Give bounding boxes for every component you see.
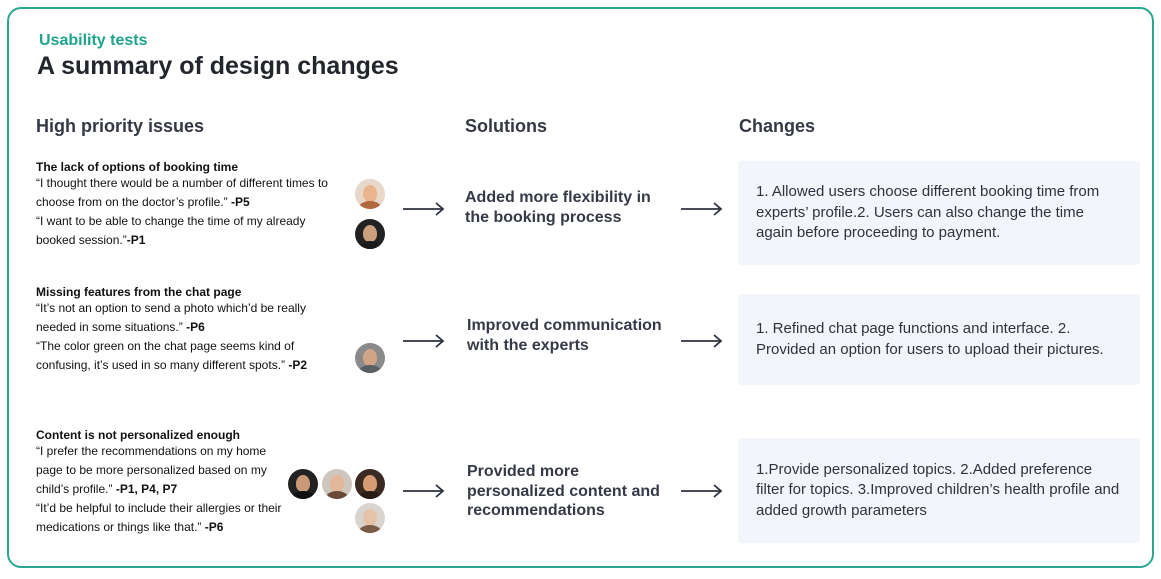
arrow-right-icon <box>403 484 445 498</box>
participant-avatar <box>355 179 385 209</box>
change-text: 1. Refined chat page functions and inter… <box>756 320 1104 358</box>
solution-text: Provided more personalized content and r… <box>467 463 660 519</box>
issue-quote: “I thought there would be a number of di… <box>36 176 328 209</box>
issue-quote: “I want to be able to change the time of… <box>36 214 306 247</box>
arrow-right-icon <box>403 202 445 216</box>
issue-title: Content is not personalized enough <box>36 428 240 442</box>
issue-block-2: Missing features from the chat page “It’… <box>36 285 336 375</box>
issue-block-1: The lack of options of booking time “I t… <box>36 160 336 250</box>
participant-avatar <box>355 343 385 373</box>
column-header-issues: High priority issues <box>36 116 205 136</box>
issue-quote: “The color green on the chat page seems … <box>36 339 308 372</box>
issue-title: The lack of options of booking time <box>36 160 239 174</box>
issue-quote: “I prefer the recommendations on my home… <box>36 444 267 496</box>
issue-quote: “It’s not an option to send a photo whic… <box>36 301 306 334</box>
arrow-right-icon <box>681 202 723 216</box>
card-frame <box>7 7 1154 568</box>
page-title: A summary of design changes <box>37 52 399 80</box>
change-text: 1. Allowed users choose different bookin… <box>756 183 1100 242</box>
issue-title: Missing features from the chat page <box>36 285 242 299</box>
change-text: 1.Provide personalized topics. 2.Added p… <box>756 460 1120 519</box>
participant-avatar <box>355 469 385 499</box>
participant-avatar <box>355 503 385 533</box>
participant-avatar <box>355 219 385 249</box>
change-card: 1.Provide personalized topics. 2.Added p… <box>738 438 1140 543</box>
solution-text: Improved communication with the experts <box>467 317 662 354</box>
eyebrow-label: Usability tests <box>39 32 148 49</box>
column-header-changes: Changes <box>739 116 816 136</box>
arrow-right-icon <box>681 334 723 348</box>
arrow-right-icon <box>403 334 445 348</box>
column-header-solutions: Solutions <box>465 116 547 136</box>
issue-block-3: Content is not personalized enough “I pr… <box>36 428 286 537</box>
change-card: 1. Refined chat page functions and inter… <box>738 294 1140 385</box>
participant-avatar <box>288 469 318 499</box>
solution-text: Added more flexibility in the booking pr… <box>465 189 651 226</box>
issue-quote: “It’d be helpful to include their allerg… <box>36 501 282 534</box>
participant-avatar <box>322 469 352 499</box>
change-card: 1. Allowed users choose different bookin… <box>738 161 1140 265</box>
arrow-right-icon <box>681 484 723 498</box>
